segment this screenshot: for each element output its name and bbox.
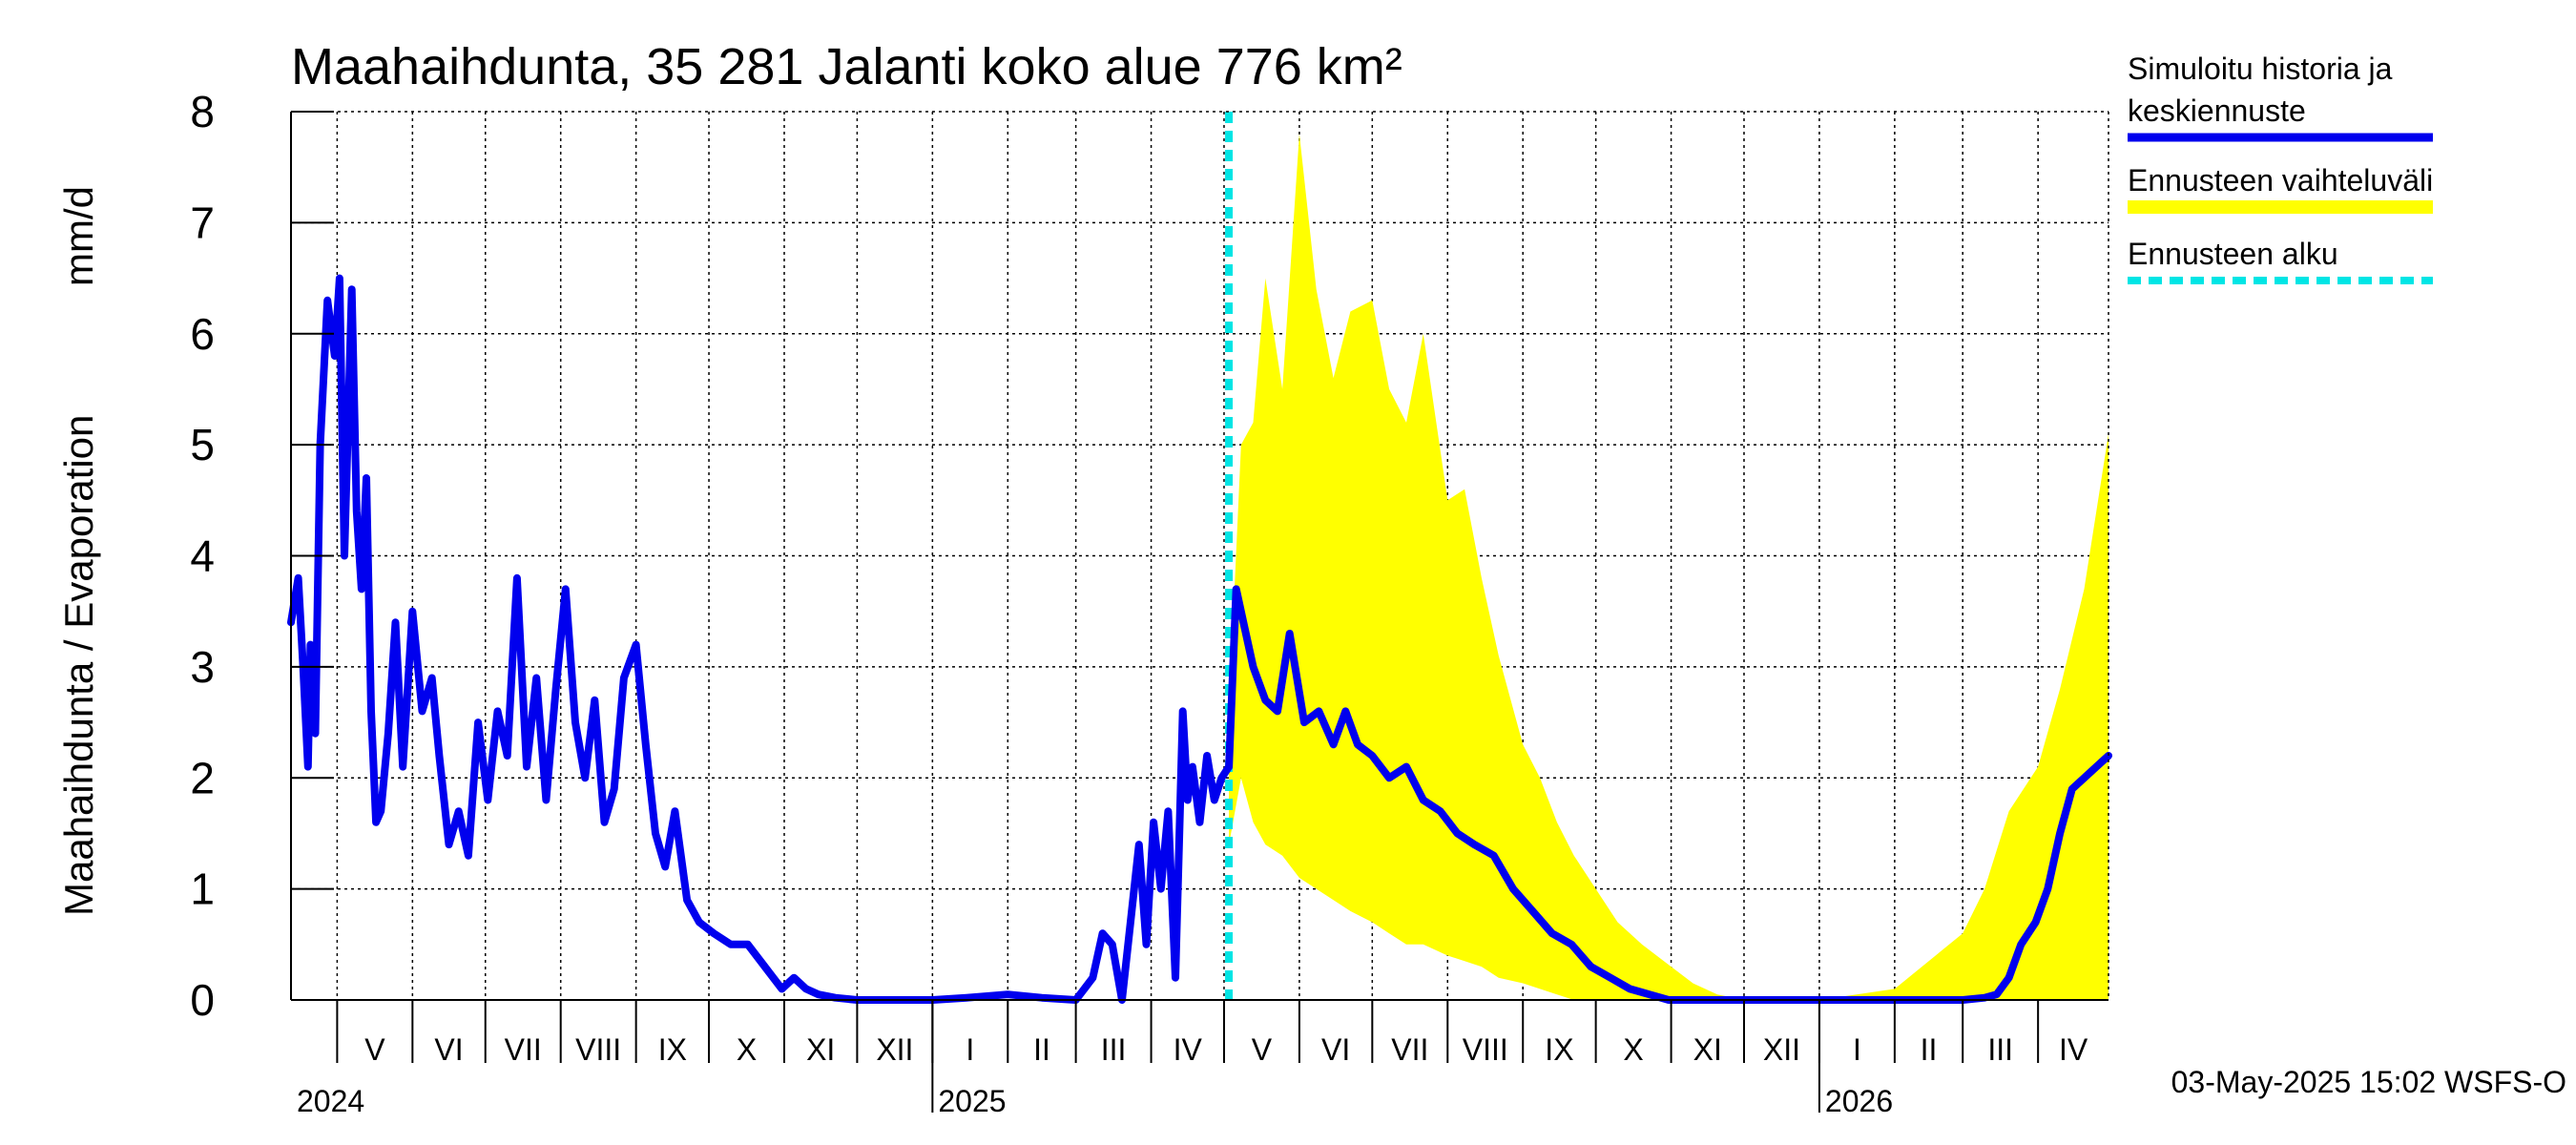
- x-month-label: VIII: [575, 1032, 621, 1067]
- x-month-label: VIII: [1463, 1032, 1508, 1067]
- x-year-label: 2026: [1825, 1084, 1893, 1118]
- y-tick-label: 8: [190, 87, 215, 136]
- x-month-label: IX: [1545, 1032, 1573, 1067]
- x-month-label: IV: [2059, 1032, 2088, 1067]
- y-ticks: 0 1 2 3 4 5 6 7 8: [190, 87, 334, 1025]
- legend-label: Ennusteen alku: [2128, 237, 2338, 271]
- y-tick-label: 6: [190, 309, 215, 359]
- x-month-label: VII: [505, 1032, 542, 1067]
- x-year-label: 2024: [297, 1084, 364, 1118]
- x-month-label: X: [737, 1032, 757, 1067]
- legend-label: Simuloitu historia ja: [2128, 52, 2393, 86]
- forecast-range-band: [1229, 134, 2109, 1001]
- y-tick-label: 0: [190, 975, 215, 1025]
- series-line-simulated: [287, 274, 2112, 1004]
- y-tick-label: 7: [190, 198, 215, 247]
- footer-timestamp: 03-May-2025 15:02 WSFS-O: [2171, 1065, 2566, 1099]
- x-month-label: I: [1853, 1032, 1861, 1067]
- x-year-label: 2025: [938, 1084, 1006, 1118]
- y-tick-label: 5: [190, 420, 215, 469]
- x-month-label: IV: [1174, 1032, 1203, 1067]
- y-axis-label: Maahaihdunta / Evaporation: [56, 415, 101, 916]
- x-month-label: VI: [1321, 1032, 1350, 1067]
- x-month-label: XI: [1693, 1032, 1722, 1067]
- x-month-label: III: [1101, 1032, 1127, 1067]
- y-tick-label: 2: [190, 753, 215, 802]
- x-ticks: V VI VII VIII IX X XI XII I II III IV V VI VII VIII IX X X…: [297, 1000, 2088, 1118]
- x-month-label: II: [1921, 1032, 1938, 1067]
- x-month-label: III: [1987, 1032, 2013, 1067]
- x-month-label: XII: [1763, 1032, 1800, 1067]
- x-month-label: I: [966, 1032, 974, 1067]
- x-month-label: VI: [434, 1032, 463, 1067]
- legend-label-line2: keskiennuste: [2128, 94, 2306, 128]
- simulated-series: [287, 274, 2112, 1004]
- x-month-label: XII: [876, 1032, 913, 1067]
- legend-label: Ennusteen vaihteluväli: [2128, 163, 2433, 198]
- x-month-label: V: [1252, 1032, 1273, 1067]
- x-month-label: XI: [806, 1032, 835, 1067]
- y-tick-label: 1: [190, 864, 215, 914]
- grid: [291, 112, 2109, 1000]
- y-tick-label: 3: [190, 642, 215, 692]
- x-month-label: VII: [1391, 1032, 1428, 1067]
- chart-title: Maahaihdunta, 35 281 Jalanti koko alue 7…: [291, 38, 1402, 95]
- legend: Simuloitu historia ja keskiennuste Ennuste…: [2128, 52, 2433, 284]
- y-axis-unit: mm/d: [56, 186, 101, 286]
- x-month-label: II: [1033, 1032, 1050, 1067]
- x-month-label: IX: [658, 1032, 687, 1067]
- y-tick-label: 4: [190, 531, 215, 581]
- x-month-label: V: [364, 1032, 385, 1067]
- forecast-range-area: [1229, 134, 2109, 1001]
- x-month-label: X: [1623, 1032, 1643, 1067]
